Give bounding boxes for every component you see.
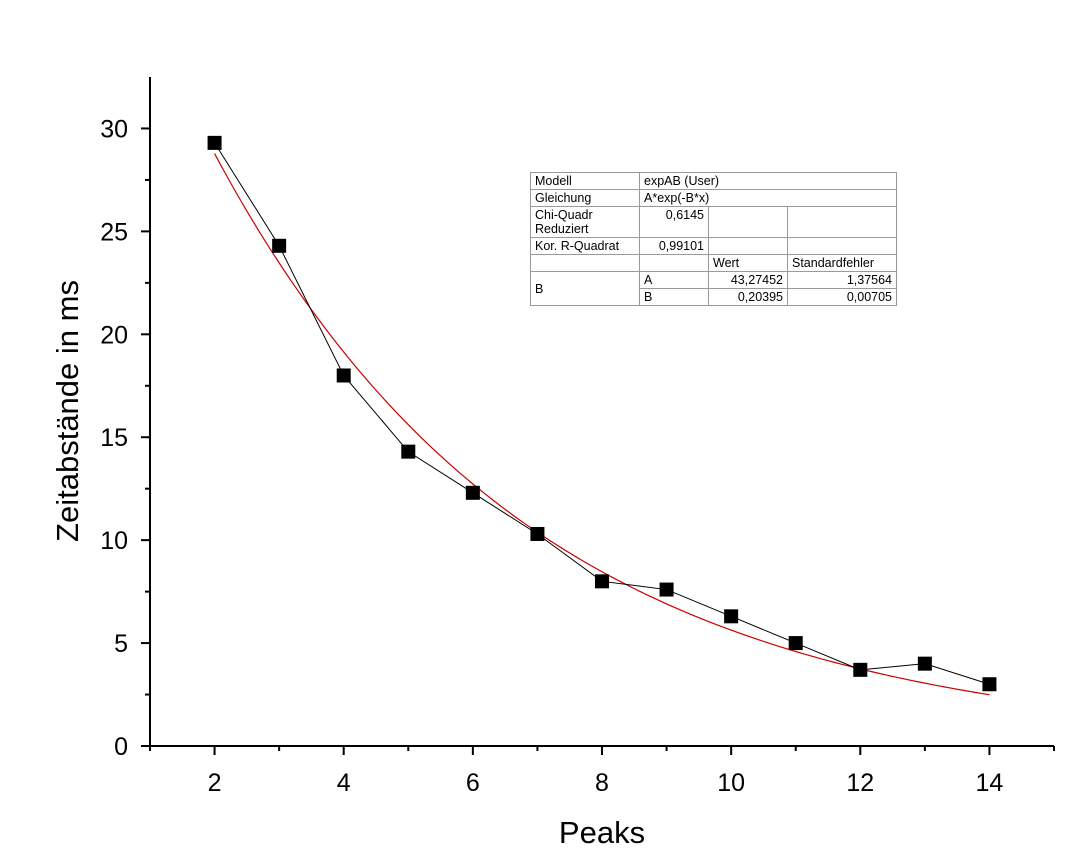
fit-row-gleichung: Gleichung A*exp(-B*x): [530, 189, 897, 207]
cell-col-fehler: Standardfehler: [787, 254, 897, 272]
cell-chi-value: 0,6145: [639, 206, 709, 238]
data-point: [595, 574, 609, 589]
cell-r-label: Kor. R-Quadrat: [530, 237, 640, 255]
x-tick-label: 2: [208, 769, 222, 797]
x-tick-label: 8: [595, 769, 609, 797]
fit-row-param-a: B A 43,27452 1,37564: [530, 271, 897, 306]
cell-empty: [708, 237, 788, 255]
y-tick-label: 5: [114, 630, 128, 658]
cell-empty: [639, 254, 709, 272]
data-point: [788, 636, 803, 651]
cell-col-wert: Wert: [708, 254, 788, 272]
cell-param-a-fehler: 1,37564: [787, 271, 897, 289]
cell-empty: [708, 206, 788, 238]
x-axis-title: Peaks: [559, 815, 645, 850]
data-point: [853, 662, 868, 677]
cell-r-value: 0,99101: [639, 237, 709, 255]
fit-row-r: Kor. R-Quadrat 0,99101: [530, 237, 897, 255]
fit-row-chi: Chi-Quadr Reduziert 0,6145: [530, 206, 897, 238]
data-point: [401, 444, 416, 459]
axes: 0 5 10 15 20 25 30 2 4 6 8 10 12 14: [100, 77, 1055, 797]
cell-gleichung-label: Gleichung: [530, 189, 640, 207]
data-point: [917, 656, 932, 671]
y-tick-label: 15: [100, 424, 128, 452]
y-axis-title: Zeitabstände in ms: [50, 280, 85, 542]
x-tick-label: 6: [466, 769, 480, 797]
x-tick-label: 10: [717, 769, 745, 797]
data-layer: [207, 135, 997, 692]
cell-group-label: B: [530, 271, 640, 306]
y-tick-label: 10: [100, 527, 128, 555]
cell-param-b-name: B: [639, 288, 709, 306]
data-point: [724, 609, 739, 624]
cell-param-b-wert: 0,20395: [708, 288, 788, 306]
cell-chi-label: Chi-Quadr Reduziert: [530, 206, 640, 238]
cell-empty: [787, 206, 897, 238]
y-tick-label: 30: [100, 115, 128, 143]
cell-empty: [787, 237, 897, 255]
x-tick-label: 12: [846, 769, 874, 797]
x-tick-label: 14: [976, 769, 1004, 797]
y-tick-label: 0: [114, 733, 128, 761]
data-point: [336, 368, 351, 383]
fit-row-param-b: B 0,20395 0,00705: [531, 288, 897, 306]
fit-row-header: Wert Standardfehler: [530, 254, 897, 272]
fit-results-table: Modell expAB (User) Gleichung A*exp(-B*x…: [530, 172, 897, 306]
y-tick-label: 25: [100, 218, 128, 246]
cell-param-a-name: A: [639, 271, 709, 289]
cell-param-b-fehler: 0,00705: [787, 288, 897, 306]
x-tick-label: 4: [337, 769, 351, 797]
chi-label-line1: Chi-Quadr: [535, 208, 593, 222]
data-point: [982, 677, 997, 692]
y-tick-label: 20: [100, 321, 128, 349]
cell-modell-value: expAB (User): [639, 172, 897, 190]
cell-empty: [530, 254, 640, 272]
cell-param-a-wert: 43,27452: [708, 271, 788, 289]
cell-gleichung-value: A*exp(-B*x): [639, 189, 897, 207]
data-point: [465, 485, 480, 500]
fit-row-modell: Modell expAB (User): [530, 172, 897, 190]
cell-modell-label: Modell: [530, 172, 640, 190]
chi-label-line2: Reduziert: [535, 222, 589, 236]
data-point: [659, 582, 674, 597]
data-point: [530, 526, 545, 541]
data-point: [207, 135, 222, 150]
data-point: [272, 238, 287, 253]
